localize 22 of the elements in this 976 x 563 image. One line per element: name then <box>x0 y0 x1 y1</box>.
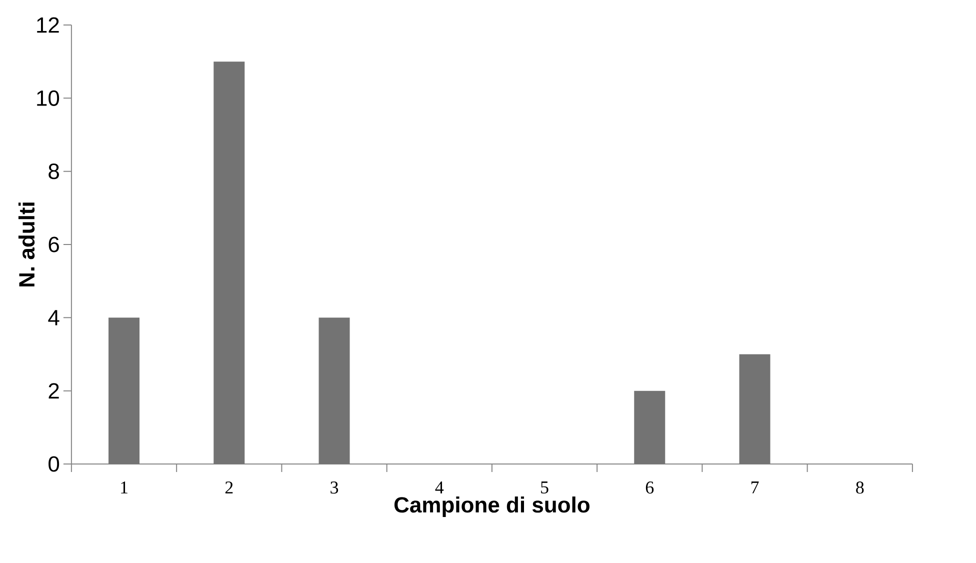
x-axis-title: Campione di suolo <box>394 496 590 517</box>
y-tick-label: 10 <box>37 90 60 106</box>
x-tick-label: 1 <box>121 482 128 494</box>
y-axis-title: N. adulti <box>18 202 35 286</box>
y-tick-label: 8 <box>48 164 59 180</box>
y-tick-label: 4 <box>48 310 60 326</box>
y-tick-label: 6 <box>48 236 59 252</box>
x-tick-label: 4 <box>435 482 444 494</box>
bar <box>318 318 350 464</box>
x-tick-label: 7 <box>751 482 759 494</box>
bar <box>739 354 770 464</box>
y-tick-label: 2 <box>48 383 59 398</box>
y-tick-label: 0 <box>48 456 60 472</box>
bar <box>634 390 666 464</box>
x-tick-label: 6 <box>646 482 654 494</box>
x-tick-label: 2 <box>225 482 233 494</box>
bar <box>108 318 140 464</box>
bar <box>214 62 245 464</box>
x-tick-label: 5 <box>541 482 548 494</box>
x-tick-label: 8 <box>856 482 864 494</box>
x-tick-label: 3 <box>330 482 338 494</box>
y-tick-label: 12 <box>37 17 59 33</box>
